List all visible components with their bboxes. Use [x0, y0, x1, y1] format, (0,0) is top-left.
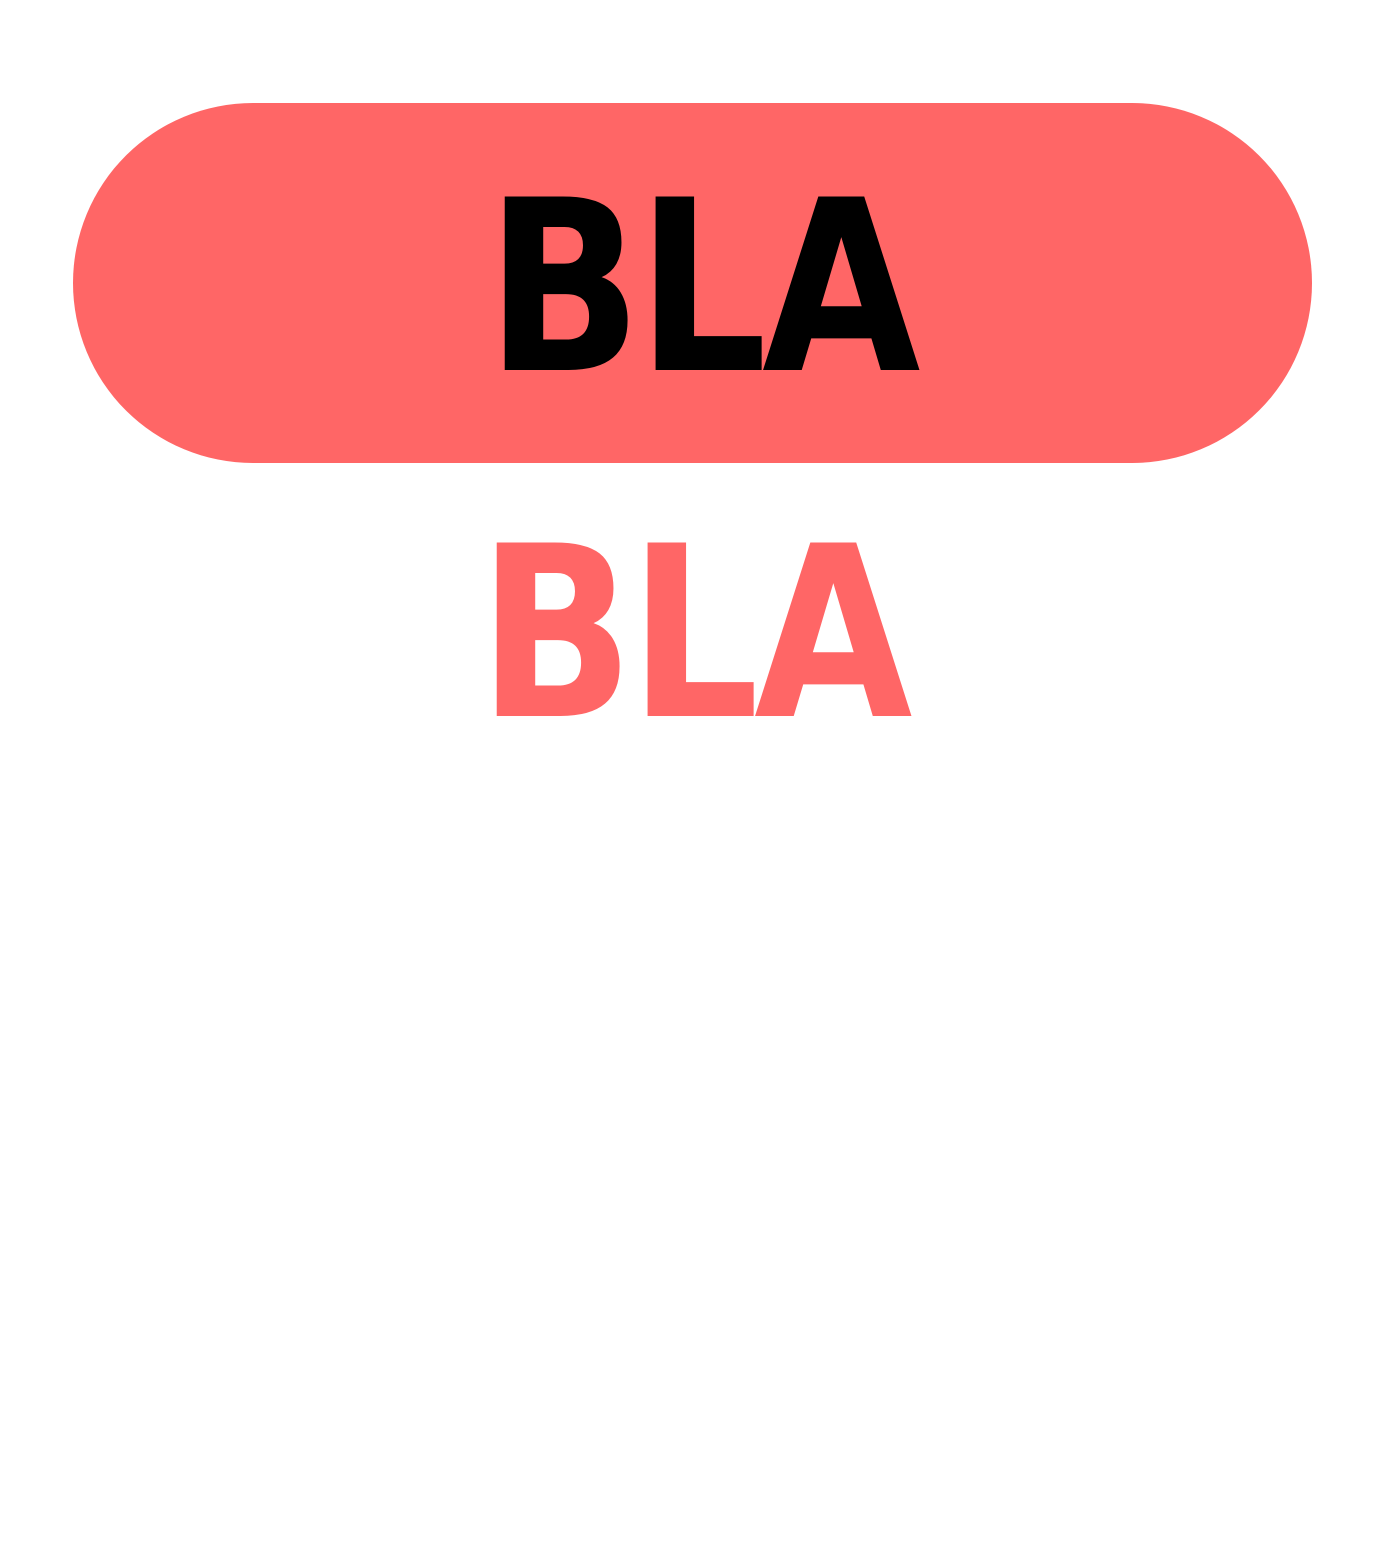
bla-text-block: BLA: [0, 515, 1374, 755]
bla-text: BLA: [478, 496, 913, 773]
bla-button[interactable]: BLA: [73, 103, 1312, 463]
bla-button-label: BLA: [485, 150, 921, 427]
